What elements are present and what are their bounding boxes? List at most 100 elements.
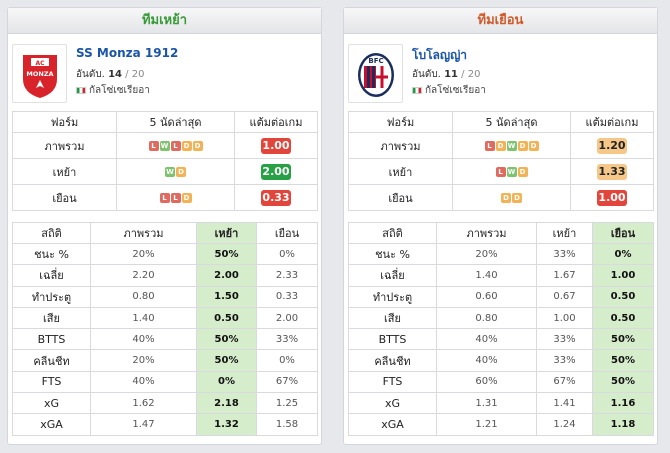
stat-label: FTS: [12, 370, 91, 394]
stat-value: 1.31: [436, 392, 537, 415]
svg-text:BFC: BFC: [368, 57, 383, 65]
stat-value: 40%: [436, 349, 537, 372]
result-badge[interactable]: D: [512, 193, 522, 203]
stat-value: 50%: [196, 242, 257, 266]
form-table: ฟอร์ม 5 นัดล่าสุด แต้มต่อเกม ภาพรวม L W L D D…: [12, 111, 318, 211]
stats-row: คลีนชีท 20% 50% 0%: [12, 349, 318, 372]
stat-value: 40%: [436, 328, 537, 351]
stat-value: 1.25: [256, 392, 318, 415]
panel-header: ทีมเหย้า: [8, 8, 321, 34]
stat-value: 1.00: [536, 306, 593, 330]
italy-flag-icon: [76, 86, 86, 94]
stats-row: ชนะ % 20% 33% 0%: [348, 242, 654, 266]
stats-row: เสีย 0.80 1.00 0.50: [348, 306, 654, 330]
result-badge[interactable]: D: [192, 141, 203, 151]
panel-header: ทีมเยือน: [344, 8, 657, 34]
form-header: ฟอร์ม: [12, 111, 117, 133]
form-row-label: เหย้า: [348, 158, 453, 185]
form-header: ฟอร์ม: [348, 111, 453, 133]
result-badge[interactable]: D: [517, 141, 528, 151]
result-badge[interactable]: W: [506, 167, 517, 177]
result-badge[interactable]: L: [170, 193, 181, 203]
form-row: ภาพรวม L W L D D 1.00: [12, 132, 318, 159]
league-name[interactable]: กัลโซ่เซเรียอา: [412, 83, 486, 98]
stat-value: 0.33: [256, 285, 318, 308]
away-header: เยือน: [592, 222, 654, 244]
svg-text:MONZA: MONZA: [26, 70, 53, 78]
stats-row: xG 1.62 2.18 1.25: [12, 392, 318, 415]
rank-value: 11: [444, 69, 458, 80]
stat-value: 50%: [196, 349, 257, 372]
league-label: กัลโซ่เซเรียอา: [89, 85, 150, 96]
form-row-label: ภาพรวม: [12, 132, 117, 159]
stat-value: 0%: [196, 370, 257, 394]
rank-label: อันดับ.: [76, 69, 105, 80]
stats-row: เฉลี่ย 1.40 1.67 1.00: [348, 264, 654, 287]
result-badge[interactable]: D: [181, 141, 192, 151]
bologna-crest-icon[interactable]: BFC: [348, 44, 403, 103]
stat-label: xGA: [12, 413, 91, 436]
stats-row: คลีนชีท 40% 33% 50%: [348, 349, 654, 372]
result-badge[interactable]: L: [170, 141, 181, 151]
form-row-label: เยือน: [12, 184, 117, 211]
ppg-header: แต้มต่อเกม: [234, 111, 318, 133]
stat-label: เฉลี่ย: [348, 264, 437, 287]
result-badge[interactable]: W: [165, 167, 175, 177]
ppg-badge: 1.00: [597, 189, 627, 206]
stat-label: BTTS: [348, 328, 437, 351]
stat-value: 1.41: [536, 392, 593, 415]
form-row: ภาพรวม L D W D D 1.20: [348, 132, 654, 159]
result-badge[interactable]: D: [501, 193, 511, 203]
stat-value: 0.80: [90, 285, 197, 308]
ppg-cell: 0.33: [234, 184, 318, 211]
result-badge[interactable]: W: [506, 141, 517, 151]
away-team-panel: ทีมเยือน BFC โบโลญญ่า อันดับ. 11 / 20 กั…: [343, 7, 658, 445]
stat-value: 67%: [256, 370, 318, 394]
result-badge[interactable]: D: [528, 141, 539, 151]
rank-total: 20: [467, 69, 481, 80]
stats-header: สถิติ: [348, 222, 437, 244]
form-row: เยือน D D 1.00: [348, 184, 654, 211]
result-badge[interactable]: L: [148, 141, 159, 151]
stats-row: เสีย 1.40 0.50 2.00: [12, 306, 318, 330]
stat-value: 2.33: [256, 264, 318, 287]
result-badge[interactable]: D: [495, 141, 506, 151]
result-badge[interactable]: W: [159, 141, 170, 151]
league-name[interactable]: กัลโซ่เซเรียอา: [76, 83, 150, 98]
stat-label: ทำประตู: [12, 285, 91, 308]
last5-header: 5 นัดล่าสุด: [452, 111, 571, 133]
stat-value: 20%: [436, 242, 537, 266]
stat-value: 50%: [592, 328, 654, 351]
away-header: เยือน: [256, 222, 318, 244]
rank-total: 20: [131, 69, 145, 80]
ppg-cell: 2.00: [234, 158, 318, 185]
result-badge[interactable]: L: [484, 141, 495, 151]
stat-value: 1.58: [256, 413, 318, 436]
stat-value: 0%: [256, 242, 318, 266]
stat-value: 1.21: [436, 413, 537, 436]
team-name[interactable]: SS Monza 1912: [76, 46, 179, 60]
ppg-cell: 1.00: [570, 184, 654, 211]
ppg-cell: 1.33: [570, 158, 654, 185]
team-info: AC MONZA SS Monza 1912 อันดับ. 14 / 20 ก…: [12, 44, 317, 103]
ppg-badge: 1.00: [261, 137, 291, 154]
stat-label: เสีย: [12, 306, 91, 330]
monza-crest-icon[interactable]: AC MONZA: [12, 44, 67, 103]
stats-row: ชนะ % 20% 50% 0%: [12, 242, 318, 266]
stat-label: คลีนชีท: [348, 349, 437, 372]
stats-row: xGA 1.21 1.24 1.18: [348, 413, 654, 436]
stat-value: 0%: [592, 242, 654, 266]
stat-value: 1.00: [592, 264, 654, 287]
stat-value: 67%: [536, 370, 593, 394]
stat-value: 0.50: [592, 285, 654, 308]
team-name[interactable]: โบโลญญ่า: [412, 48, 468, 62]
result-badge[interactable]: L: [495, 167, 506, 177]
result-badge[interactable]: D: [517, 167, 528, 177]
stat-value: 33%: [536, 242, 593, 266]
result-badge[interactable]: D: [176, 167, 186, 177]
result-badge[interactable]: D: [181, 193, 192, 203]
result-badge[interactable]: L: [159, 193, 170, 203]
stat-value: 0%: [256, 349, 318, 372]
